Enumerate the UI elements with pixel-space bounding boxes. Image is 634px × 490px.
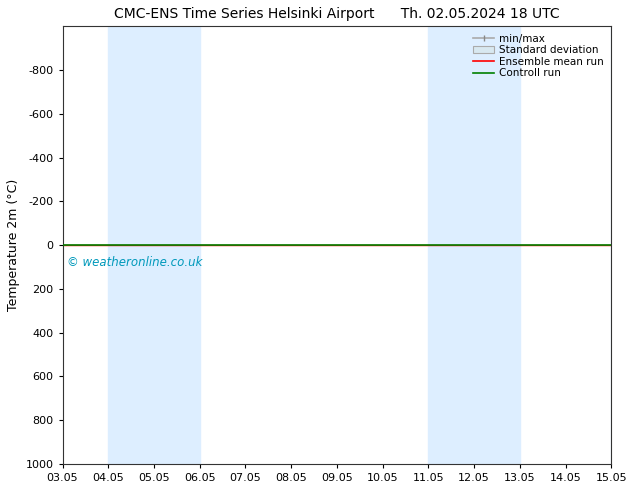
Title: CMC-ENS Time Series Helsinki Airport      Th. 02.05.2024 18 UTC: CMC-ENS Time Series Helsinki Airport Th.…	[114, 7, 560, 21]
Bar	[429, 26, 520, 464]
Bar	[108, 26, 200, 464]
Y-axis label: Temperature 2m (°C): Temperature 2m (°C)	[7, 179, 20, 311]
Legend: min/max, Standard deviation, Ensemble mean run, Controll run: min/max, Standard deviation, Ensemble me…	[471, 31, 606, 80]
Bar	[611, 26, 634, 464]
Text: © weatheronline.co.uk: © weatheronline.co.uk	[67, 256, 202, 269]
